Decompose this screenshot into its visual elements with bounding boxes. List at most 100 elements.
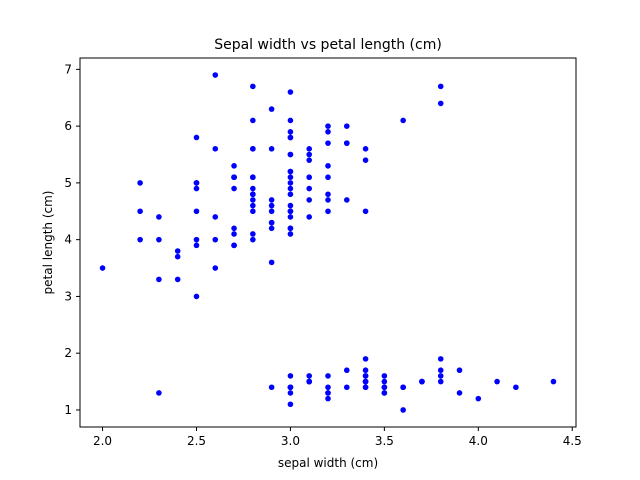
data-point [400,407,406,413]
data-point [325,197,331,203]
y-tick-label: 4 [64,233,72,247]
data-point [268,225,275,232]
x-axis-ticks: 2.0 2.5 3.0 3.5 4.0 4.5 [93,427,582,448]
data-point [325,174,331,181]
data-point [381,384,388,391]
data-point [231,185,237,192]
data-point [343,123,350,129]
data-point [268,259,275,266]
data-point [250,146,256,152]
data-point [250,208,256,215]
x-tick-label: 3.0 [281,434,300,448]
data-point [193,293,200,300]
data-point [287,117,294,124]
data-point [437,367,444,374]
x-tick-label: 2.0 [93,434,112,448]
data-point [250,231,256,237]
data-point [362,378,369,385]
data-point [193,180,200,186]
data-point [456,390,463,396]
data-point [362,356,369,362]
data-point [306,373,313,379]
data-point [174,248,181,254]
data-point [287,231,294,237]
data-point [193,236,200,243]
data-point [268,106,275,112]
data-point [419,378,425,385]
data-point [268,146,275,152]
data-point [250,191,256,198]
data-point [306,214,313,220]
data-point [456,367,463,374]
x-tick-label: 4.5 [563,434,582,448]
x-tick-label: 2.5 [187,434,206,448]
data-point [287,174,294,181]
data-point [156,236,162,243]
data-point [437,83,444,90]
data-point [343,384,350,391]
y-axis-label: petal length (cm) [41,191,55,295]
data-point [400,117,406,124]
data-point [268,202,275,209]
data-point [287,401,294,408]
data-point [212,146,219,152]
chart-title: Sepal width vs petal length (cm) [214,37,442,53]
data-point [325,191,331,198]
data-point [325,395,331,402]
data-point [437,373,444,379]
data-point [550,378,557,385]
data-point [362,373,369,379]
data-point [362,367,369,374]
data-point [250,236,256,243]
data-point [306,157,313,163]
data-point [193,134,200,141]
data-points [99,72,557,413]
data-point [325,129,331,135]
data-point [287,202,294,209]
data-point [343,367,350,374]
data-point [231,225,237,232]
data-point [137,236,143,243]
data-point [174,276,181,283]
data-point [306,197,313,203]
data-point [287,373,294,379]
data-point [325,390,331,396]
data-point [193,185,200,192]
data-point [343,140,350,146]
data-point [287,151,294,158]
x-tick-label: 4.0 [469,434,488,448]
data-point [212,72,219,78]
data-point [137,208,143,215]
data-point [250,174,256,181]
data-point [137,180,143,186]
y-tick-label: 7 [64,62,72,76]
data-point [494,378,500,385]
y-axis-ticks: 1 2 3 4 5 6 7 [64,62,80,417]
data-point [362,157,369,163]
data-point [287,208,294,215]
data-point [362,146,369,152]
data-point [212,265,219,271]
data-point [325,373,331,379]
data-point [287,390,294,396]
data-point [287,168,294,175]
data-point [306,185,313,192]
data-point [306,146,313,152]
data-point [325,208,331,215]
data-point [193,242,200,249]
y-tick-label: 1 [64,403,72,417]
plot-frame [79,57,577,428]
y-tick-label: 6 [64,119,72,133]
data-point [231,231,237,237]
data-point [193,208,200,215]
data-point [343,197,350,203]
data-point [475,395,482,402]
data-point [231,242,237,249]
data-point [156,214,162,220]
data-point [212,214,219,220]
data-point [287,384,294,391]
data-point [287,214,294,220]
data-point [400,384,406,391]
